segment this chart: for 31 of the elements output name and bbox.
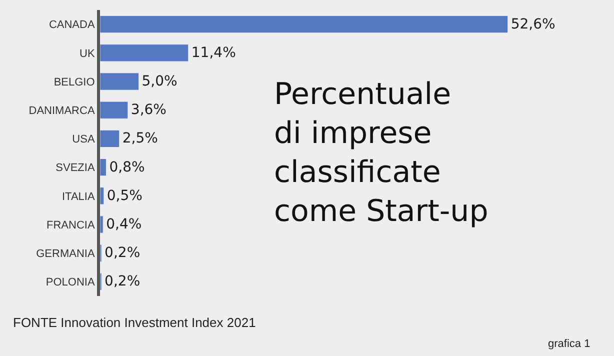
data-label: 11,4%	[191, 44, 236, 61]
bar	[100, 15, 508, 34]
bar	[100, 101, 128, 119]
data-label: 0,2%	[104, 274, 140, 290]
data-label: 2,5%	[122, 130, 158, 147]
data-label: 5,0%	[142, 74, 178, 90]
bar	[100, 216, 104, 234]
y-tick-label: GERMANIA	[36, 248, 96, 260]
data-label: 0,5%	[106, 188, 142, 204]
data-label: 0,8%	[109, 159, 145, 176]
y-tick-label: FRANCIA	[46, 219, 96, 232]
text: Percentuale di imprese classificate come Start-up	[274, 77, 488, 229]
data-label: 3,6%	[130, 102, 166, 118]
bar	[100, 44, 189, 62]
bar	[100, 187, 104, 205]
data-label: 0,4%	[106, 216, 142, 232]
y-tick-label: USA	[72, 134, 96, 146]
y-tick-label: SVEZIA	[56, 162, 96, 174]
text: grafica 1	[548, 338, 590, 350]
bar	[100, 130, 120, 148]
data-label: 0,2%	[104, 245, 140, 262]
bar	[100, 158, 106, 176]
y-tick-label: DANIMARCA	[28, 104, 96, 117]
y-tick-label: CANADA	[48, 19, 96, 32]
y-tick-label: ITALIA	[62, 190, 96, 203]
bar	[100, 72, 140, 90]
data-label: 52,6%	[510, 16, 556, 32]
source-note: FONTE Innovation Investment Index 2021	[13, 315, 256, 330]
y-tick-label: POLONIA	[46, 276, 96, 289]
y-tick-label: BELGIO	[54, 76, 96, 88]
y-tick-label: UK	[80, 48, 96, 60]
